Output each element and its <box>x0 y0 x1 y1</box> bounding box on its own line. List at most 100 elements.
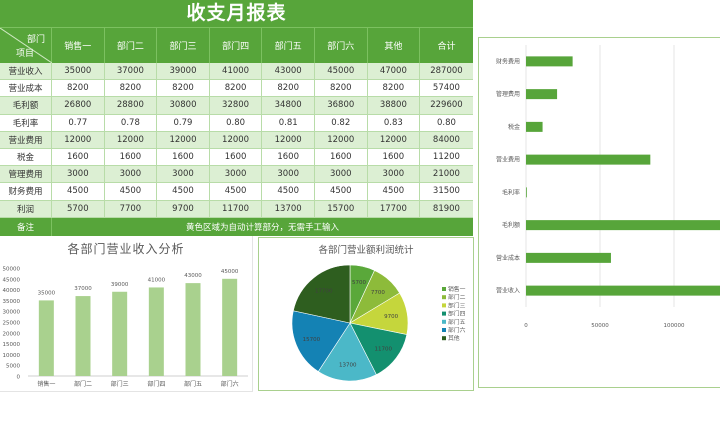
table-cell[interactable]: 38800 <box>368 97 421 114</box>
table-cell[interactable]: 12000 <box>262 131 315 148</box>
table-cell[interactable]: 4500 <box>157 183 210 200</box>
table-cell[interactable]: 8200 <box>315 80 368 97</box>
y-category-label: 财务费用 <box>496 57 520 65</box>
table-cell[interactable]: 8200 <box>210 80 263 97</box>
table-cell[interactable]: 1600 <box>52 148 105 166</box>
table-cell[interactable]: 41000 <box>210 63 263 80</box>
revenue-bar-chart[interactable]: 各部门营业收入分析 0 5000 10000 15000 20000 25000 30000… <box>0 236 253 392</box>
row-label: 管理费用 <box>0 166 52 183</box>
table-cell[interactable]: 35000 <box>52 63 105 80</box>
table-cell[interactable]: 32800 <box>210 97 263 114</box>
table-cell[interactable]: 34800 <box>262 97 315 114</box>
legend-swatch-icon <box>442 336 446 341</box>
table-cell[interactable]: 3000 <box>52 166 105 183</box>
bar <box>222 278 238 376</box>
table-cell[interactable]: 31500 <box>432 186 460 197</box>
table-cell[interactable]: 37000 <box>105 63 158 80</box>
table-cell[interactable]: 28800 <box>105 97 158 114</box>
legend-label: 部门五 <box>448 318 466 326</box>
bar-chart-plot: 0 5000 10000 15000 20000 25000 30000 35000 40000… <box>3 267 248 388</box>
table-cell[interactable]: 15700 <box>315 200 368 217</box>
table-cell[interactable]: 9700 <box>157 200 210 217</box>
table-cell[interactable]: 3000 <box>315 166 368 183</box>
table-cell[interactable]: 0.80 <box>436 117 456 128</box>
table-cell[interactable]: 287000 <box>430 66 463 77</box>
table-cell[interactable]: 13700 <box>262 200 315 217</box>
table-cell[interactable]: 39000 <box>157 63 210 80</box>
table-row: 财务费用 4500 4500 4500 4500 4500 4500 4500 31500 <box>0 183 473 201</box>
table-cell[interactable]: 36800 <box>315 97 368 114</box>
pie-chart-title: 各部门营业额利润统计 <box>318 245 414 256</box>
table-cell[interactable]: 8200 <box>368 80 421 97</box>
table-cell[interactable]: 3000 <box>210 166 263 183</box>
table-cell[interactable]: 1600 <box>368 148 421 166</box>
table-cell[interactable]: 26800 <box>52 97 105 114</box>
table-cell[interactable]: 11700 <box>210 200 263 217</box>
table-cell[interactable]: 30800 <box>157 97 210 114</box>
table-cell[interactable]: 43000 <box>262 63 315 80</box>
table-cell[interactable]: 21000 <box>432 169 460 180</box>
table-cell[interactable]: 4500 <box>52 183 105 200</box>
table-cell[interactable]: 17700 <box>368 200 421 217</box>
x-tick-label: 0 <box>524 323 528 329</box>
pie-slice <box>349 322 408 376</box>
table-cell[interactable]: 8200 <box>52 80 105 97</box>
table-cell[interactable]: 12000 <box>52 131 105 148</box>
y-tick-label: 45000 <box>3 277 21 283</box>
table-cell[interactable]: 45000 <box>315 63 368 80</box>
profit-pie-chart[interactable]: 各部门营业额利润统计 5700 7700 9700 11700 13700 15700 17… <box>258 237 474 391</box>
table-cell[interactable]: 3000 <box>262 166 315 183</box>
table-cell[interactable]: 3000 <box>368 166 421 183</box>
table-cell[interactable]: 12000 <box>157 131 210 148</box>
y-tick-label: 35000 <box>3 299 21 305</box>
table-cell[interactable]: 8200 <box>105 80 158 97</box>
y-category-label: 税金 <box>508 123 520 131</box>
table-cell[interactable]: 0.79 <box>157 114 210 131</box>
table-cell[interactable]: 4500 <box>368 183 421 200</box>
table-cell[interactable]: 84000 <box>432 134 460 145</box>
table-cell[interactable]: 3000 <box>157 166 210 183</box>
pie-chart-plot: 5700 7700 9700 11700 13700 15700 17700 销售一部门二部门… <box>291 264 466 382</box>
table-cell[interactable]: 0.78 <box>105 114 158 131</box>
row-label: 营业成本 <box>0 80 52 97</box>
table-cell[interactable]: 12000 <box>368 131 421 148</box>
table-cell[interactable]: 12000 <box>315 131 368 148</box>
table-cell[interactable]: 8200 <box>262 80 315 97</box>
table-cell[interactable]: 3000 <box>105 166 158 183</box>
bar-data-label: 35000 <box>38 290 56 296</box>
table-cell[interactable]: 1600 <box>210 148 263 166</box>
table-cell[interactable]: 4500 <box>262 183 315 200</box>
table-cell[interactable]: 57400 <box>432 83 460 94</box>
bar <box>38 300 54 376</box>
expense-horizontal-bar-chart[interactable]: 0 50000 100000 营业收入 营业成本 毛利额 毛利率 营业费用 税金 管理费用 财务费用 <box>478 37 720 388</box>
table-row: 营业成本 8200 8200 8200 8200 8200 8200 8200 57400 <box>0 80 473 98</box>
table-cell[interactable]: 0.83 <box>368 114 421 131</box>
table-cell[interactable]: 12000 <box>105 131 158 148</box>
table-cell[interactable]: 7700 <box>105 200 158 217</box>
table-cell[interactable]: 4500 <box>315 183 368 200</box>
table-cell[interactable]: 4500 <box>105 183 158 200</box>
row-label: 利润 <box>0 200 52 217</box>
table-cell[interactable]: 0.81 <box>262 114 315 131</box>
table-cell[interactable]: 12000 <box>210 131 263 148</box>
table-cell[interactable]: 47000 <box>368 63 421 80</box>
table-cell[interactable]: 0.77 <box>52 114 105 131</box>
x-category-label: 部门三 <box>111 380 129 388</box>
table-cell[interactable]: 229600 <box>430 100 463 111</box>
table-cell[interactable]: 1600 <box>105 148 158 166</box>
table-cell[interactable]: 8200 <box>157 80 210 97</box>
table-cell[interactable]: 11200 <box>432 152 460 163</box>
table-cell[interactable]: 1600 <box>157 148 210 166</box>
table-cell[interactable]: 0.80 <box>210 114 263 131</box>
table-cell[interactable]: 0.82 <box>315 114 368 131</box>
bar <box>148 287 164 376</box>
hbar-chart-plot: 0 50000 100000 营业收入 营业成本 毛利额 毛利率 营业费用 税金 管理费用 财务费用 <box>496 45 720 329</box>
pie-data-label: 5700 <box>352 280 366 286</box>
table-cell[interactable]: 4500 <box>210 183 263 200</box>
table-cell[interactable]: 1600 <box>262 148 315 166</box>
table-cell[interactable]: 81900 <box>432 203 460 214</box>
table-cell[interactable]: 1600 <box>315 148 368 166</box>
y-category-label: 营业成本 <box>496 254 520 262</box>
pie-data-label: 7700 <box>371 290 385 296</box>
table-cell[interactable]: 5700 <box>52 200 105 217</box>
